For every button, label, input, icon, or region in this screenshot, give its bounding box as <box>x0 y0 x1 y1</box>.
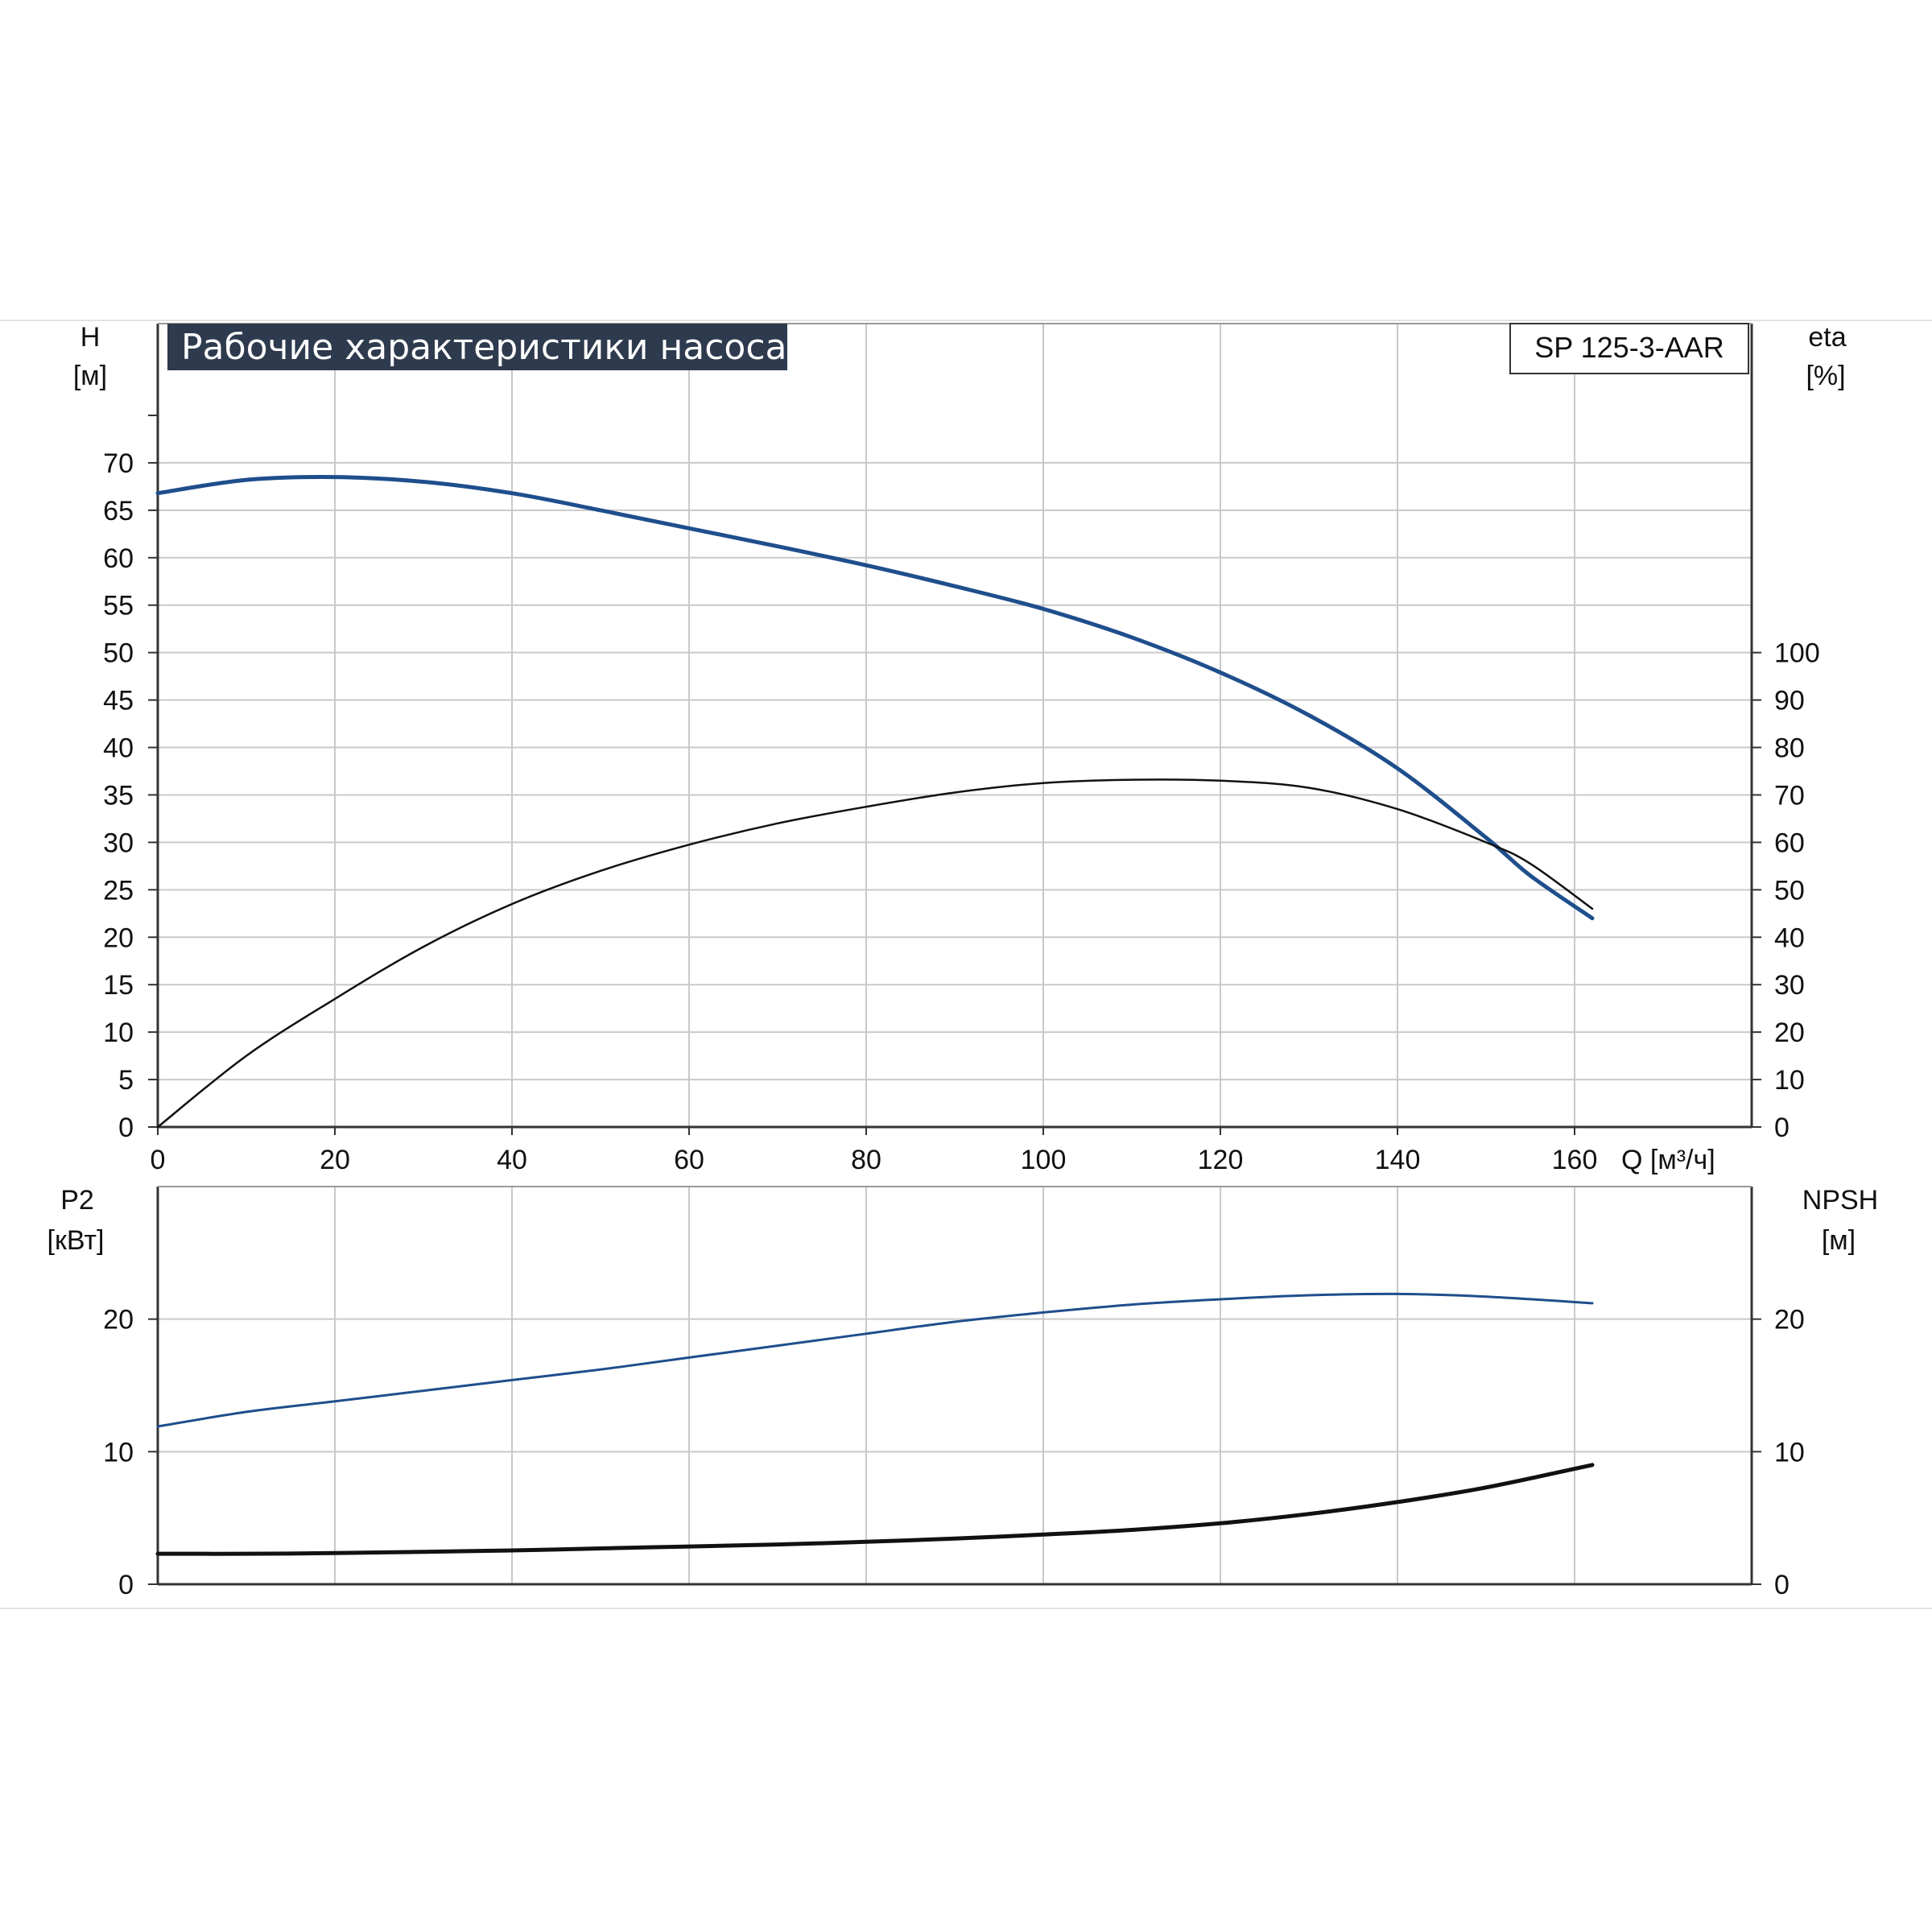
upper-left-tick-label: 25 <box>103 875 134 906</box>
upper-x-tick-label: 60 <box>674 1145 704 1175</box>
upper-right-tick-label: 60 <box>1774 828 1805 858</box>
upper-right-tick-label: 30 <box>1774 970 1805 1001</box>
upper-right-tick-label: 20 <box>1774 1018 1805 1048</box>
upper-left-tick-label: 0 <box>118 1113 134 1143</box>
upper-left-axis-label-line2: [м] <box>73 361 107 391</box>
upper-left-tick-label: 45 <box>103 686 134 716</box>
upper-left-tick-label: 70 <box>103 448 134 479</box>
lower-left-tick-label: 0 <box>118 1570 134 1600</box>
upper-left-tick-label: 65 <box>103 496 134 526</box>
model-label: SP 125-3-AAR <box>1534 331 1724 364</box>
upper-right-tick-label: 10 <box>1774 1065 1805 1096</box>
upper-right-tick-label: 50 <box>1774 875 1805 906</box>
upper-x-tick-label: 160 <box>1552 1145 1598 1175</box>
lower-right-tick-label: 0 <box>1774 1570 1790 1600</box>
lower-right-axis-label-line2: [м] <box>1822 1225 1856 1256</box>
upper-plot-area <box>158 324 1752 1127</box>
lower-left-axis-label-line2: [кВт] <box>47 1225 105 1256</box>
upper-x-tick-label: 0 <box>151 1145 166 1175</box>
upper-panel: 0 5 10 15 20 25 30 35 40 45 50 55 60 65 70 0 10 20 30 40 50 6… <box>103 323 1820 1175</box>
upper-left-tick-label: 5 <box>118 1065 134 1096</box>
lower-plot-area <box>158 1187 1752 1584</box>
upper-x-tick-label: 120 <box>1198 1145 1244 1175</box>
upper-right-tick-label: 90 <box>1774 686 1805 716</box>
upper-left-tick-label: 35 <box>103 780 134 811</box>
upper-left-tick-label: 15 <box>103 970 134 1001</box>
upper-x-tick-label: 20 <box>320 1145 350 1175</box>
lower-series-line-2 <box>155 1463 1595 1556</box>
upper-right-tick-label: 40 <box>1774 923 1805 953</box>
lower-panel: 0 10 20 0 10 20 <box>103 1186 1805 1600</box>
upper-series-line-1 <box>155 474 1595 921</box>
upper-left-tick-label: 60 <box>103 543 134 574</box>
upper-right-tick-label: 80 <box>1774 733 1805 764</box>
chart-title-box <box>167 324 787 370</box>
lower-left-tick-label: 20 <box>103 1305 134 1335</box>
upper-series-line-2 <box>156 778 1594 1129</box>
upper-x-tick-label: 80 <box>851 1145 881 1175</box>
lower-right-tick-label: 10 <box>1774 1437 1805 1468</box>
lower-right-axis-label-line1: NPSH <box>1802 1185 1878 1216</box>
upper-right-tick-label: 70 <box>1774 780 1805 811</box>
upper-x-tick-label: 40 <box>497 1145 527 1175</box>
upper-right-axis-label-line2: [%] <box>1806 361 1845 391</box>
model-box <box>1509 323 1749 374</box>
upper-left-tick-label: 10 <box>103 1018 134 1048</box>
upper-x-tick-label: 100 <box>1021 1145 1067 1175</box>
x-axis-label: Q [м³/ч] <box>1621 1145 1715 1175</box>
lower-right-tick-label: 20 <box>1774 1305 1805 1335</box>
chart-title: Рабочие характеристики насоса <box>181 327 786 368</box>
upper-left-tick-label: 50 <box>103 638 134 669</box>
lower-left-axis-label-line1: P2 <box>60 1185 94 1216</box>
upper-left-tick-label: 20 <box>103 923 134 953</box>
upper-left-tick-label: 55 <box>103 591 134 621</box>
upper-left-tick-label: 30 <box>103 828 134 858</box>
upper-x-tick-label: 140 <box>1375 1145 1421 1175</box>
upper-left-tick-label: 40 <box>103 733 134 764</box>
upper-right-tick-label: 0 <box>1774 1113 1790 1143</box>
lower-series-line-1 <box>156 1292 1594 1428</box>
upper-right-tick-label: 100 <box>1774 638 1820 669</box>
upper-right-axis-label-line1: eta <box>1808 322 1846 353</box>
upper-left-axis-label-line1: H <box>80 322 101 353</box>
lower-left-tick-label: 10 <box>103 1437 134 1468</box>
